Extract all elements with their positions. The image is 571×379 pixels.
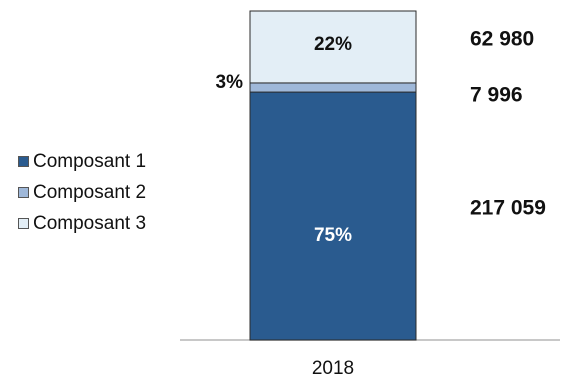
- legend-item-composant-3: Composant 3: [18, 208, 146, 239]
- bar-segment-1: [249, 91, 417, 341]
- x-tick-label: 2018: [312, 358, 354, 379]
- percent-label-composant-3: 22%: [314, 34, 352, 55]
- bar-segment-2: [249, 82, 417, 93]
- value-label-composant-3: 62 980: [470, 28, 534, 51]
- legend-swatch: [18, 218, 29, 229]
- value-label-composant-1: 217 059: [470, 197, 546, 220]
- legend: Composant 1 Composant 2 Composant 3: [18, 146, 146, 239]
- bar-segment-3: [249, 10, 417, 84]
- legend-swatch: [18, 156, 29, 167]
- percent-label-composant-1: 75%: [314, 225, 352, 246]
- legend-label: Composant 1: [33, 150, 147, 172]
- percent-label-composant-2: 3%: [216, 72, 244, 93]
- legend-label: Composant 3: [33, 212, 147, 234]
- legend-swatch: [18, 187, 29, 198]
- legend-item-composant-2: Composant 2: [18, 177, 146, 208]
- legend-label: Composant 2: [33, 181, 147, 203]
- legend-item-composant-1: Composant 1: [18, 146, 146, 177]
- value-label-composant-2: 7 996: [470, 84, 523, 107]
